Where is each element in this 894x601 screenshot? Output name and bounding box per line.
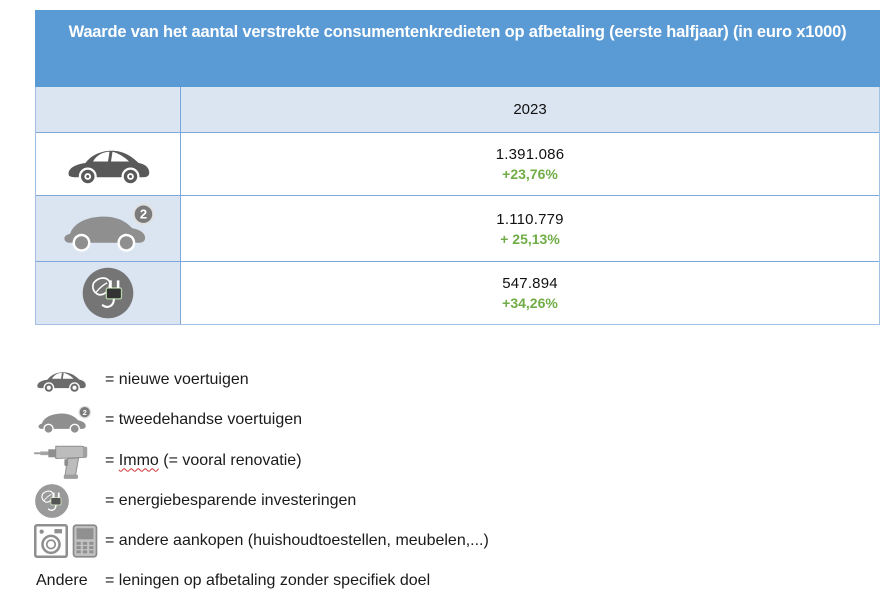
- year-header-cell: 2023: [181, 87, 879, 133]
- legend-item-new-car: = nieuwe voertuigen: [30, 360, 860, 400]
- drill-icon: [30, 440, 105, 482]
- legend-label-prefix: =: [105, 451, 119, 469]
- svg-text:2: 2: [83, 407, 87, 416]
- energy-investment-icon: [81, 266, 135, 320]
- appliances-icon: [30, 524, 105, 558]
- legend-label: = andere aankopen (huishoudtoestellen, m…: [105, 532, 489, 549]
- credit-value: 547.894: [502, 275, 558, 292]
- new-car-icon: [30, 367, 105, 394]
- calculator-icon: [72, 524, 98, 558]
- legend-label-misspelled-word: Immo: [118, 451, 159, 469]
- legend-item-used-car: 2 = tweedehandse voertuigen: [30, 400, 860, 440]
- year-label: 2023: [513, 101, 547, 118]
- table-row-value-cell: 1.391.086 +23,76%: [181, 133, 879, 196]
- svg-text:2: 2: [140, 207, 147, 222]
- legend: = nieuwe voertuigen 2 = tweedehandse voe…: [30, 360, 860, 601]
- new-car-icon: [62, 142, 154, 187]
- header-empty-cell: [36, 87, 181, 133]
- legend-key-text: Andere: [36, 572, 88, 589]
- legend-label: = Immo (= vooral renovatie): [105, 452, 302, 470]
- legend-label: = leningen op afbetaling zonder specifie…: [105, 572, 431, 589]
- legend-label: = nieuwe voertuigen: [105, 371, 249, 388]
- legend-key-andere: Andere: [30, 572, 105, 590]
- table-row-icon-cell: [36, 262, 181, 324]
- table-grid: 2023 1.391.086 +2: [35, 87, 880, 325]
- table-row-icon-cell: [36, 133, 181, 196]
- legend-label: = tweedehandse voertuigen: [105, 411, 303, 428]
- table-row-value-cell: 1.110.779 + 25,13%: [181, 196, 879, 262]
- washing-machine-icon: [34, 524, 68, 558]
- used-car-icon: 2: [57, 202, 159, 255]
- legend-item-andere: Andere = leningen op afbetaling zonder s…: [30, 561, 860, 601]
- used-car-icon: 2: [30, 405, 105, 436]
- credit-change: +23,76%: [502, 166, 558, 182]
- energy-investment-icon: [30, 483, 105, 519]
- legend-label: = energiebesparende investeringen: [105, 492, 357, 509]
- credit-table: Waarde van het aantal verstrekte consume…: [35, 10, 880, 325]
- legend-label-suffix: (= vooral renovatie): [158, 451, 302, 469]
- credit-value: 1.391.086: [495, 146, 565, 163]
- table-row-icon-cell: 2: [36, 196, 181, 262]
- credit-value: 1.110.779: [496, 210, 564, 228]
- credit-change: +34,26%: [502, 295, 558, 311]
- legend-item-appliances: = andere aankopen (huishoudtoestellen, m…: [30, 521, 860, 561]
- table-row-value-cell: 547.894 +34,26%: [181, 262, 879, 324]
- legend-item-immo: = Immo (= vooral renovatie): [30, 440, 860, 481]
- credit-change: + 25,13%: [500, 230, 560, 247]
- legend-item-energy: = energiebesparende investeringen: [30, 481, 860, 521]
- table-title: Waarde van het aantal verstrekte consume…: [35, 10, 880, 87]
